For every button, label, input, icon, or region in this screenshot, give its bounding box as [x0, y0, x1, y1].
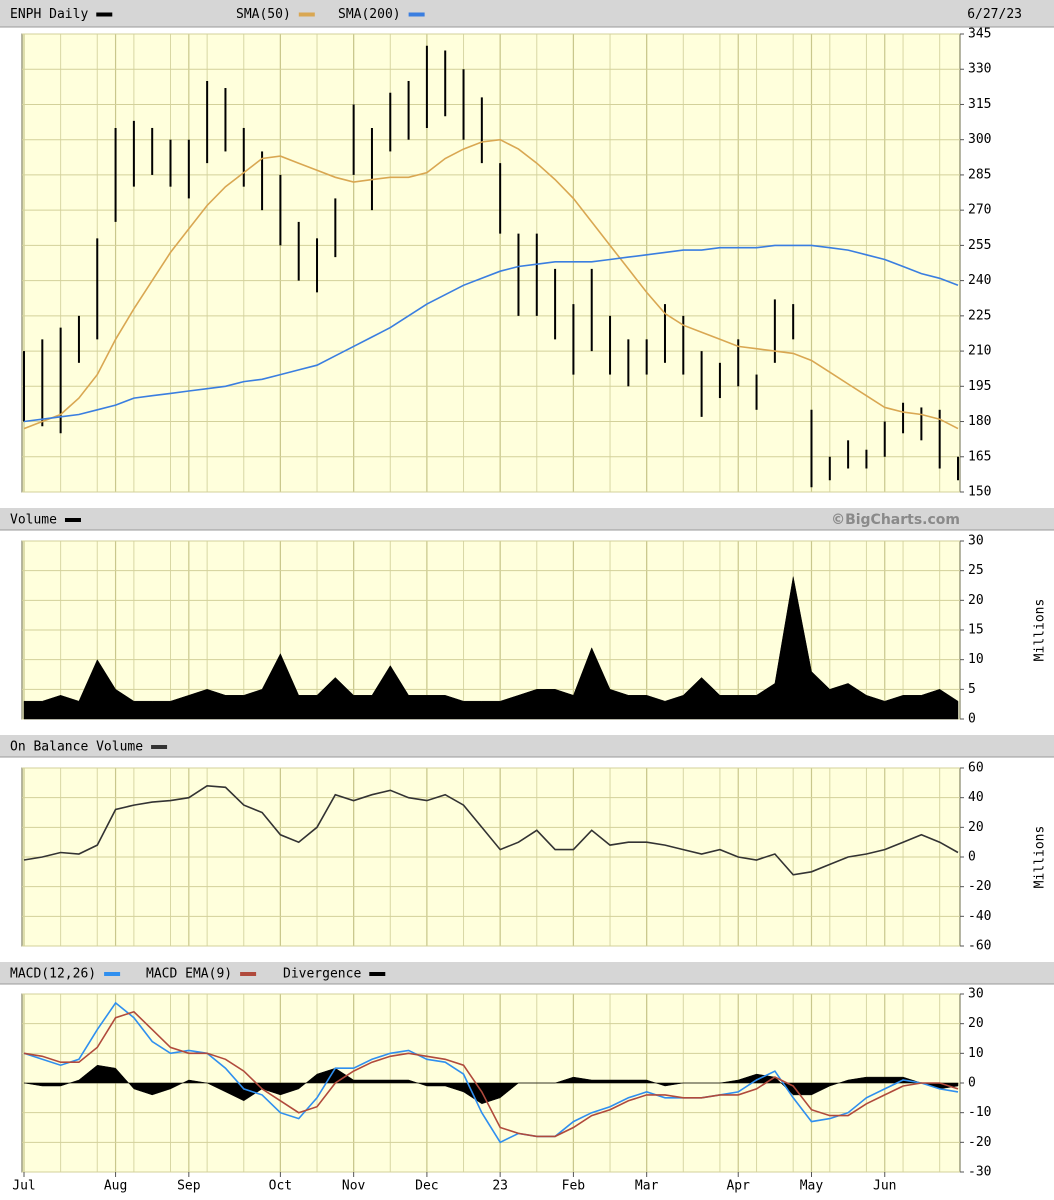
y-tick-label: 255: [968, 238, 991, 253]
y-tick-label: 10: [968, 1046, 984, 1061]
y-tick-label: 40: [968, 790, 984, 805]
y-tick-label: -20: [968, 1135, 991, 1150]
y-tick-label: 20: [968, 820, 984, 835]
panel-header: [0, 508, 1054, 530]
x-tick-label: Jun: [873, 1179, 896, 1194]
legend-label: On Balance Volume: [10, 740, 143, 755]
x-tick-label: Jul: [12, 1179, 35, 1194]
legend-label: SMA(50): [236, 7, 291, 22]
legend-swatch: [408, 12, 425, 17]
legend-swatch: [96, 12, 113, 17]
x-tick-label: Apr: [726, 1179, 750, 1194]
y-tick-label: 150: [968, 485, 991, 500]
panel-header: [0, 0, 1054, 27]
y-tick-label: 180: [968, 414, 991, 429]
x-tick-label: Oct: [269, 1179, 292, 1194]
panel-header: [0, 735, 1054, 757]
y-tick-label: 240: [968, 273, 991, 288]
x-tick-label: Sep: [177, 1179, 201, 1194]
x-tick-label: Dec: [415, 1179, 438, 1194]
y-tick-label: 30: [968, 534, 984, 549]
x-tick-label: Nov: [342, 1179, 366, 1194]
legend-label: ENPH Daily: [10, 7, 88, 22]
legend-swatch: [240, 972, 257, 976]
legend-swatch: [64, 518, 81, 522]
y-tick-label: -10: [968, 1105, 991, 1120]
credit: ©BigCharts.com: [831, 512, 960, 528]
x-tick-label: Feb: [562, 1179, 586, 1194]
y-tick-label: 0: [968, 850, 976, 865]
y-tick-label: 195: [968, 379, 991, 394]
y-tick-label: -40: [968, 909, 991, 924]
y-axis-label: Millions: [1033, 826, 1048, 889]
y-tick-label: 345: [968, 27, 991, 42]
y-tick-label: 225: [968, 308, 991, 323]
x-tick-label: Mar: [635, 1179, 659, 1194]
y-tick-label: 330: [968, 62, 991, 77]
y-tick-label: 10: [968, 652, 984, 667]
y-tick-label: 270: [968, 203, 991, 218]
legend-label: Volume: [10, 513, 57, 528]
area: [23, 1064, 959, 1105]
y-tick-label: 210: [968, 344, 991, 359]
y-tick-label: 0: [968, 712, 976, 727]
legend-swatch: [151, 745, 168, 749]
y-tick-label: 285: [968, 167, 991, 182]
legend-label: SMA(200): [338, 7, 401, 22]
y-tick-label: 300: [968, 132, 991, 147]
x-tick-label: Aug: [104, 1179, 127, 1194]
x-tick-label: May: [800, 1179, 824, 1194]
chart-date: 6/27/23: [967, 7, 1022, 22]
y-tick-label: 15: [968, 623, 984, 638]
y-tick-label: 30: [968, 987, 984, 1002]
y-tick-label: -60: [968, 939, 991, 954]
y-tick-label: 165: [968, 449, 991, 464]
line: [23, 1010, 959, 1138]
line: [23, 244, 959, 423]
plot-area: [21, 33, 961, 493]
line: [23, 138, 959, 430]
legend-swatch: [369, 972, 386, 976]
legend-swatch: [298, 12, 315, 17]
y-tick-label: 315: [968, 97, 991, 112]
legend-label: MACD EMA(9): [146, 967, 232, 982]
y-tick-label: 0: [968, 1076, 976, 1091]
line: [23, 784, 959, 876]
y-tick-label: -20: [968, 879, 991, 894]
legend-label: MACD(12,26): [10, 967, 96, 982]
line: [23, 1001, 959, 1144]
y-tick-label: 5: [968, 682, 976, 697]
area: [23, 576, 959, 720]
panel-header: [0, 962, 1054, 984]
y-tick-label: -30: [968, 1165, 991, 1180]
y-tick-label: 20: [968, 1016, 984, 1031]
y-tick-label: 60: [968, 761, 984, 776]
y-tick-label: 20: [968, 593, 984, 608]
x-tick-label: 23: [492, 1179, 508, 1194]
y-tick-label: 25: [968, 563, 984, 578]
legend-swatch: [104, 972, 121, 976]
y-axis-label: Millions: [1033, 599, 1048, 662]
legend-label: Divergence: [283, 967, 361, 982]
